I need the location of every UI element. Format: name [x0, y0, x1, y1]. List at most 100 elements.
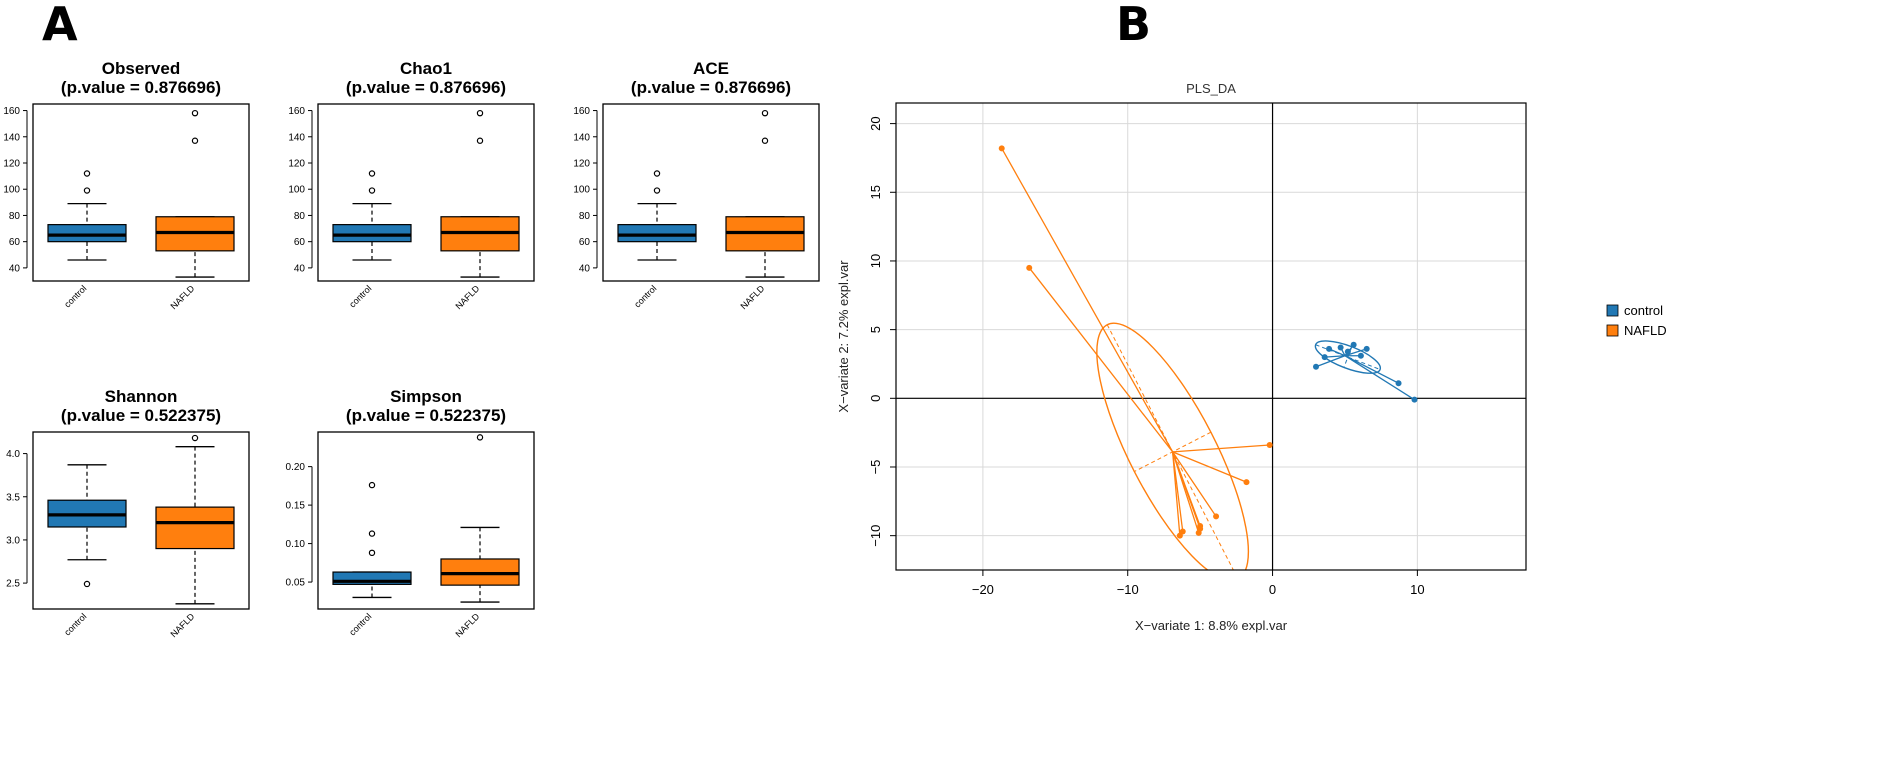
star-line: [1172, 451, 1200, 534]
outlier-point: [83, 580, 91, 588]
legend-swatch-control: [1606, 304, 1619, 317]
y-tick-label: 140: [573, 132, 590, 143]
data-point: [1313, 363, 1319, 370]
x-tick-label: NAFLD: [738, 283, 766, 311]
x-tick-label: 0: [1269, 582, 1276, 597]
star-line: [1171, 451, 1184, 532]
x-tick-label: NAFLD: [453, 283, 481, 311]
star-line: [1315, 355, 1346, 368]
y-tick-label: 0: [868, 395, 883, 402]
y-tick-label: 5: [868, 326, 883, 333]
data-point: [1026, 264, 1033, 271]
panel-label-a: A: [42, 0, 78, 51]
outlier-point: [653, 170, 661, 177]
boxplot-pvalue: (p.value = 0.522375): [61, 406, 221, 425]
y-tick-label: 100: [288, 185, 305, 196]
y-tick-label: 60: [9, 237, 21, 248]
data-point: [1195, 529, 1202, 536]
x-tick-label: −10: [1117, 582, 1139, 597]
x-tick-label: 10: [1410, 582, 1424, 597]
y-tick-label: 0.20: [286, 462, 306, 473]
boxplot-title: ACE: [693, 59, 729, 78]
boxplot-shannon: Shannon(p.value = 0.522375) 2.5 3.0 3.5 4.0 c…: [6, 387, 250, 639]
box-control: [617, 224, 697, 243]
y-tick-label: 160: [288, 106, 305, 117]
star-line: [1344, 348, 1367, 357]
boxplot-chao1: Chao1(p.value = 0.876696) 40 60 80 100 120 140…: [288, 59, 535, 311]
data-point: [1363, 345, 1370, 352]
data-point: [998, 145, 1005, 152]
y-tick-label: 40: [294, 263, 306, 274]
y-tick-label: 80: [294, 211, 306, 222]
x-tick-label: control: [347, 611, 373, 637]
outlier-point: [191, 109, 199, 117]
outlier-point: [368, 530, 376, 537]
y-tick-label: 80: [9, 211, 21, 222]
y-tick-label: −5: [868, 460, 883, 475]
data-point: [1243, 479, 1250, 486]
boxplot-title: Chao1: [400, 59, 452, 78]
star-line: [1172, 451, 1217, 517]
outlier-point: [191, 434, 199, 442]
boxplot-ace: ACE(p.value = 0.876696) 40 60 80 100 120 140 16…: [573, 59, 820, 311]
outlier-point: [476, 109, 484, 117]
data-point: [1411, 396, 1418, 403]
y-tick-label: 60: [294, 237, 306, 248]
outlier-point: [761, 109, 769, 117]
x-tick-label: NAFLD: [168, 283, 196, 311]
y-tick-label: 100: [573, 185, 590, 196]
star-line: [1028, 267, 1174, 453]
y-tick-label: 120: [288, 159, 305, 170]
y-tick-label: 2.5: [6, 579, 20, 590]
boxplot-pvalue: (p.value = 0.522375): [346, 406, 506, 425]
outlier-point: [761, 137, 769, 144]
data-point: [1213, 513, 1220, 520]
series-nafld: [998, 145, 1273, 570]
y-tick-label: 100: [3, 185, 20, 196]
boxplot-pvalue: (p.value = 0.876696): [346, 78, 506, 97]
boxplot-frame: [32, 431, 250, 610]
plot-marks: [998, 145, 1418, 570]
data-point: [1321, 354, 1328, 361]
y-tick-label: 160: [3, 106, 20, 117]
outlier-point: [476, 434, 484, 441]
y-tick-label: 3.5: [6, 492, 20, 503]
legend: control NAFLD: [1606, 303, 1667, 338]
ellipse-axis-major: [1315, 344, 1381, 370]
x-tick-label: NAFLD: [453, 611, 481, 639]
data-point: [1326, 345, 1333, 352]
y-tick-label: 20: [868, 116, 883, 130]
y-tick-label: 40: [9, 263, 21, 274]
data-point: [1350, 341, 1357, 348]
outlier-point: [368, 170, 376, 177]
boxplot-frame: [602, 103, 820, 282]
legend-swatch-nafld: [1606, 324, 1619, 337]
boxplot-pvalue: (p.value = 0.876696): [631, 78, 791, 97]
y-tick-label: 80: [579, 211, 591, 222]
star-line: [1172, 444, 1270, 453]
y-tick-label: 120: [3, 159, 20, 170]
outlier-point: [368, 481, 376, 489]
data-point: [1179, 528, 1186, 535]
x-tick-label: control: [62, 283, 88, 309]
boxplot-title: Observed: [102, 59, 180, 78]
plsda-plot: PLS_DA −20 −10 0 10 −10 −5 0 5 10 15 20 X−variate 1:…: [836, 81, 1667, 633]
outlier-point: [83, 170, 91, 177]
boxplot-pvalue: (p.value = 0.876696): [61, 78, 221, 97]
x-tick-label: control: [632, 283, 658, 309]
y-tick-label: 15: [868, 185, 883, 199]
outlier-point: [191, 137, 199, 144]
x-tick-label: control: [347, 283, 373, 309]
boxplot-simpson: Simpson(p.value = 0.522375) 0.05 0.10 0.15 0…: [286, 387, 535, 639]
outlier-point: [368, 549, 376, 557]
data-point: [1395, 380, 1402, 387]
plot-frame: [895, 102, 1527, 571]
outlier-point: [368, 187, 376, 194]
legend-label: NAFLD: [1624, 323, 1667, 338]
y-tick-label: 0.15: [286, 501, 306, 512]
y-tick-label: −10: [868, 525, 883, 547]
outlier-point: [476, 137, 484, 144]
data-point: [1357, 352, 1364, 359]
box-control: [47, 224, 127, 243]
